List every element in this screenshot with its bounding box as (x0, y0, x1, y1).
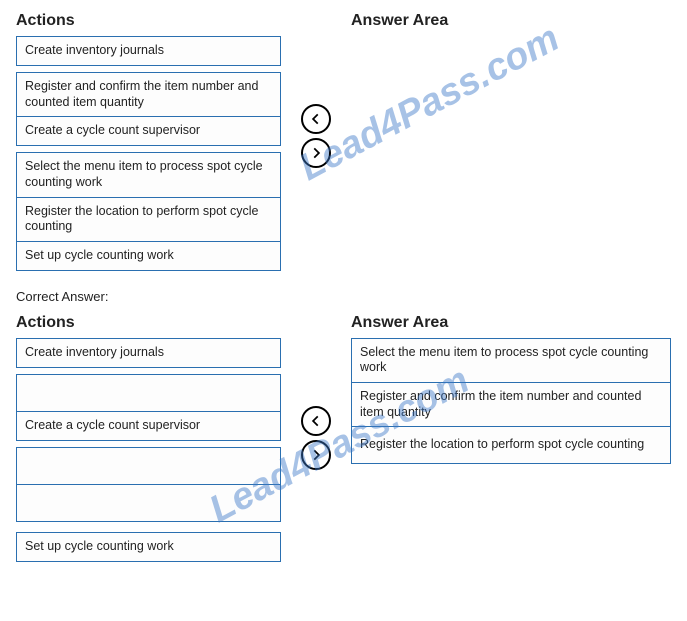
chevron-left-icon (309, 414, 323, 428)
answer-area-heading: Answer Area (351, 314, 671, 332)
answer-item-label: Select the menu item to process spot cyc… (360, 345, 662, 376)
actions-column: Actions Create inventory journals Create… (16, 314, 281, 562)
action-item-label: Register and confirm the item number and… (25, 79, 272, 110)
answer-area-column: Answer Area (351, 12, 671, 36)
answer-item[interactable]: Select the menu item to process spot cyc… (351, 338, 671, 383)
action-item[interactable]: Create inventory journals (16, 338, 281, 368)
arrows-column (281, 12, 351, 170)
chevron-right-icon (309, 146, 323, 160)
correct-answer-label: Correct Answer: (16, 289, 671, 304)
action-item-label: Set up cycle counting work (25, 539, 174, 555)
action-item[interactable]: Create a cycle count supervisor (16, 116, 281, 146)
action-item-label: Create inventory journals (25, 345, 164, 361)
action-item[interactable]: Create a cycle count supervisor (16, 411, 281, 441)
action-item-empty[interactable] (16, 447, 281, 485)
action-item-label: Select the menu item to process spot cyc… (25, 159, 272, 190)
action-item-empty[interactable] (16, 374, 281, 412)
move-left-button[interactable] (301, 406, 331, 436)
actions-heading: Actions (16, 12, 281, 30)
action-item[interactable]: Register and confirm the item number and… (16, 72, 281, 117)
answer-item[interactable]: Register and confirm the item number and… (351, 382, 671, 427)
chevron-left-icon (309, 112, 323, 126)
move-right-button[interactable] (301, 440, 331, 470)
answer-row: Actions Create inventory journals Create… (16, 314, 671, 562)
action-item-label: Register the location to perform spot cy… (25, 204, 272, 235)
answer-item-label: Register the location to perform spot cy… (360, 437, 644, 453)
chevron-right-icon (309, 448, 323, 462)
answer-area-heading: Answer Area (351, 12, 671, 30)
action-item-label: Create inventory journals (25, 43, 164, 59)
move-right-button[interactable] (301, 138, 331, 168)
action-item-label: Set up cycle counting work (25, 248, 174, 264)
action-item[interactable]: Register the location to perform spot cy… (16, 197, 281, 242)
action-item-empty[interactable] (16, 484, 281, 522)
answer-item[interactable]: Register the location to perform spot cy… (351, 426, 671, 464)
action-item-label: Create a cycle count supervisor (25, 123, 200, 139)
actions-heading: Actions (16, 314, 281, 332)
arrows-column (281, 314, 351, 472)
action-item[interactable]: Set up cycle counting work (16, 241, 281, 271)
actions-column: Actions Create inventory journals Regist… (16, 12, 281, 271)
answer-section: Actions Create inventory journals Create… (16, 314, 671, 562)
question-section: Actions Create inventory journals Regist… (16, 12, 671, 271)
action-item-label: Create a cycle count supervisor (25, 418, 200, 434)
question-row: Actions Create inventory journals Regist… (16, 12, 671, 271)
action-item[interactable]: Set up cycle counting work (16, 532, 281, 562)
action-item[interactable]: Create inventory journals (16, 36, 281, 66)
answer-area-column: Answer Area Select the menu item to proc… (351, 314, 671, 465)
action-item[interactable]: Select the menu item to process spot cyc… (16, 152, 281, 197)
move-left-button[interactable] (301, 104, 331, 134)
answer-item-label: Register and confirm the item number and… (360, 389, 662, 420)
